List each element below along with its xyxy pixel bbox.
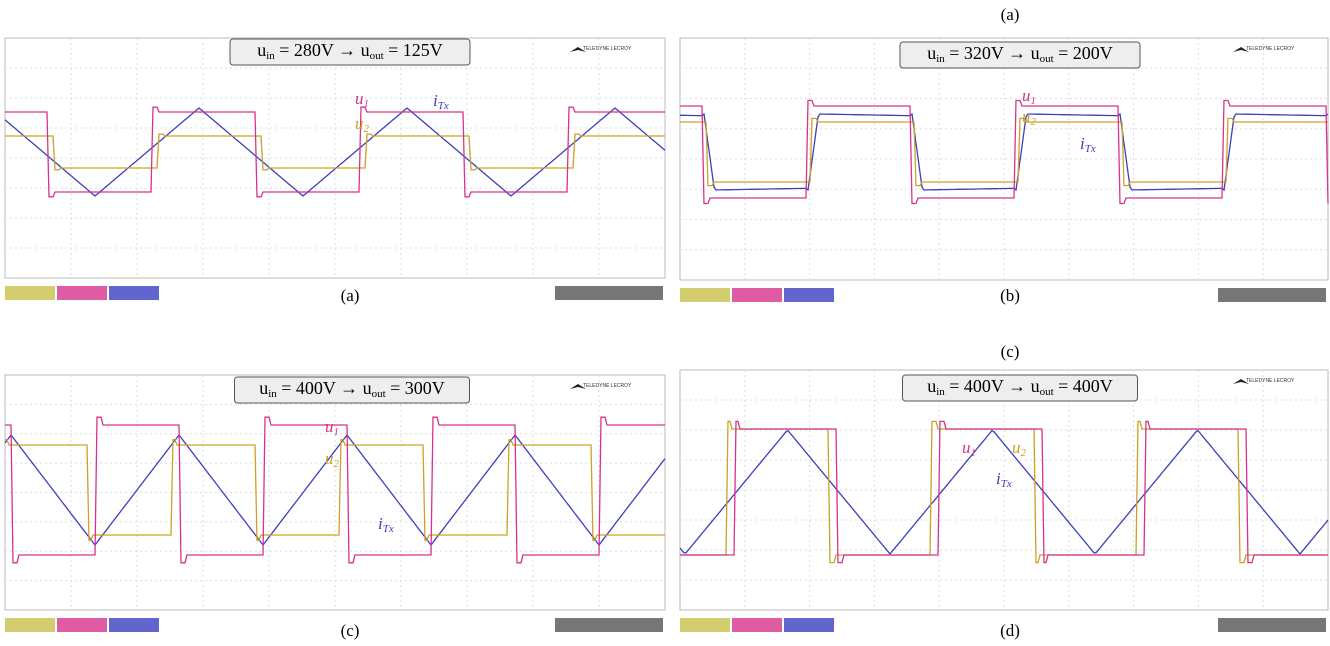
timebase-box	[1218, 618, 1326, 632]
timebase-box	[555, 286, 663, 300]
trace-name: u	[325, 417, 334, 436]
channel-box	[784, 618, 834, 632]
trace-sub: 2	[334, 458, 340, 470]
annotation-part: = 300V	[386, 378, 445, 398]
brand: TELEDYNE LECROY	[583, 383, 632, 389]
scope-panel: TELEDYNE LECROY	[680, 370, 1328, 632]
annotation-part: = 200V	[1054, 43, 1113, 63]
annotation-part: = 125V	[384, 40, 443, 60]
annotation-part: u	[927, 43, 936, 63]
channel-box	[57, 286, 107, 300]
timebase-box	[1218, 288, 1326, 302]
channel-box	[57, 618, 107, 632]
annotation-part: u	[257, 40, 266, 60]
caption: (b)	[1000, 286, 1020, 305]
annotation: uin = 400V → uout = 400V	[927, 376, 1113, 397]
trace-name: u	[355, 89, 364, 108]
caption: (c)	[341, 621, 360, 640]
annotation-part: out	[370, 50, 384, 62]
trace-sub: Tx	[1001, 478, 1012, 490]
trace-name: u	[1022, 107, 1031, 126]
channel-box	[784, 288, 834, 302]
brand: TELEDYNE LECROY	[1246, 378, 1295, 384]
channel-box	[732, 618, 782, 632]
channel-box	[732, 288, 782, 302]
annotation-part: = 400V → u	[945, 376, 1040, 396]
trace-sub: 1	[971, 447, 977, 459]
timebase-box	[555, 618, 663, 632]
annotation-part: out	[1040, 53, 1054, 65]
brand: TELEDYNE LECROY	[1246, 46, 1295, 52]
trace-sub: Tx	[1085, 143, 1096, 155]
trace-sub: 2	[1031, 116, 1037, 128]
scope-panel: TELEDYNE LECROY	[5, 375, 665, 632]
caption: (c)	[1001, 342, 1020, 361]
scope-panel: TELEDYNE LECROY	[5, 38, 665, 300]
channel-box	[109, 618, 159, 632]
figure: (a) (c) TELEDYNE LECROYuin = 280V → uout…	[0, 0, 1330, 646]
annotation-part: = 400V	[1054, 376, 1113, 396]
caption: (a)	[1001, 5, 1020, 24]
channel-box	[680, 288, 730, 302]
trace-name: u	[355, 114, 364, 133]
trace-sub: Tx	[438, 100, 449, 112]
annotation-part: u	[259, 378, 268, 398]
trace-name: u	[1022, 86, 1031, 105]
channel-box	[5, 618, 55, 632]
trace-name: u	[1012, 438, 1021, 457]
channel-box	[680, 618, 730, 632]
annotation: uin = 280V → uout = 125V	[257, 40, 443, 61]
annotation-part: u	[927, 376, 936, 396]
trace-sub: 1	[1031, 95, 1037, 107]
channel-box	[5, 286, 55, 300]
annotation-part: out	[372, 388, 386, 400]
annotation-part: = 400V → u	[277, 378, 372, 398]
annotation-part: = 280V → u	[275, 40, 370, 60]
annotation-part: out	[1040, 386, 1054, 398]
trace-sub: Tx	[383, 523, 394, 535]
channel-box	[109, 286, 159, 300]
caption: (d)	[1000, 621, 1020, 640]
trace-sub: 2	[364, 123, 370, 135]
caption: (a)	[341, 286, 360, 305]
annotation-part: = 320V → u	[945, 43, 1040, 63]
trace-name: u	[325, 449, 334, 468]
trace-sub: 2	[1021, 447, 1027, 459]
annotation: uin = 400V → uout = 300V	[259, 378, 445, 399]
trace-sub: 1	[334, 426, 340, 438]
trace-name: u	[962, 438, 971, 457]
brand: TELEDYNE LECROY	[583, 46, 632, 52]
annotation: uin = 320V → uout = 200V	[927, 43, 1113, 64]
scope-panel: TELEDYNE LECROY	[680, 38, 1328, 302]
trace-sub: 1	[364, 98, 370, 110]
